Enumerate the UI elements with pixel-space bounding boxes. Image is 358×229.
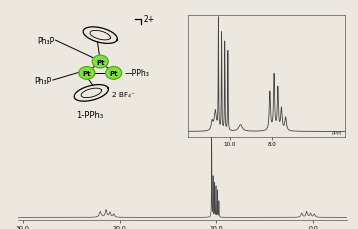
Text: —PPh₃: —PPh₃ (125, 69, 149, 78)
Circle shape (92, 56, 108, 69)
Text: 1-PPh₃: 1-PPh₃ (76, 110, 103, 119)
Text: 2 BF₄⁻: 2 BF₄⁻ (112, 91, 135, 97)
Circle shape (79, 67, 95, 80)
Text: Ph₃P: Ph₃P (37, 36, 55, 45)
Text: 2+: 2+ (143, 15, 154, 24)
Text: Pt: Pt (82, 71, 91, 76)
Text: Ph₃P: Ph₃P (35, 76, 52, 85)
Text: Pt: Pt (109, 71, 118, 76)
Text: PPM: PPM (332, 130, 342, 135)
Text: Pt: Pt (96, 59, 105, 65)
Circle shape (106, 67, 122, 80)
